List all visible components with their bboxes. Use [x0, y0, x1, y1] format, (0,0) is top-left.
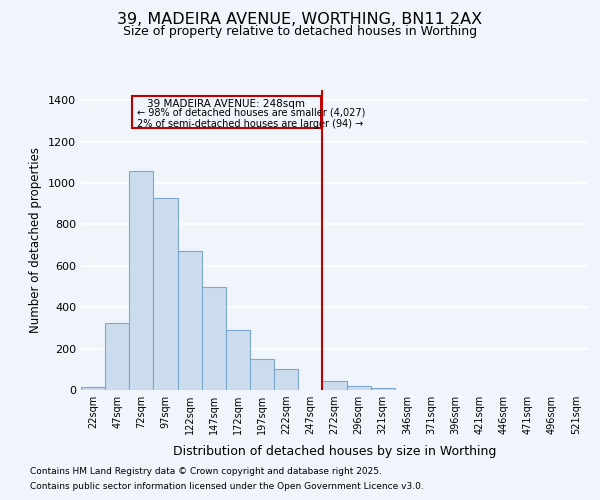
- Bar: [178, 252, 202, 390]
- Y-axis label: Number of detached properties: Number of detached properties: [29, 147, 43, 333]
- Bar: [322, 380, 347, 390]
- Bar: [226, 330, 250, 390]
- Bar: [129, 170, 154, 390]
- X-axis label: Distribution of detached houses by size in Worthing: Distribution of detached houses by size …: [173, 446, 496, 458]
- Text: Contains public sector information licensed under the Open Government Licence v3: Contains public sector information licen…: [30, 482, 424, 491]
- Bar: [202, 286, 226, 390]
- Bar: [347, 386, 371, 390]
- Bar: [154, 198, 178, 390]
- Bar: [250, 359, 274, 390]
- Text: Contains HM Land Registry data © Crown copyright and database right 2025.: Contains HM Land Registry data © Crown c…: [30, 467, 382, 476]
- Bar: [105, 323, 129, 390]
- Bar: [81, 387, 105, 390]
- Bar: [274, 370, 298, 390]
- Bar: [371, 388, 395, 390]
- Text: 39, MADEIRA AVENUE, WORTHING, BN11 2AX: 39, MADEIRA AVENUE, WORTHING, BN11 2AX: [118, 12, 482, 28]
- Text: 2% of semi-detached houses are larger (94) →: 2% of semi-detached houses are larger (9…: [137, 119, 363, 129]
- Text: Size of property relative to detached houses in Worthing: Size of property relative to detached ho…: [123, 25, 477, 38]
- Text: ← 98% of detached houses are smaller (4,027): ← 98% of detached houses are smaller (4,…: [137, 108, 365, 118]
- Bar: [132, 96, 321, 128]
- Text: 39 MADEIRA AVENUE: 248sqm: 39 MADEIRA AVENUE: 248sqm: [148, 100, 305, 110]
